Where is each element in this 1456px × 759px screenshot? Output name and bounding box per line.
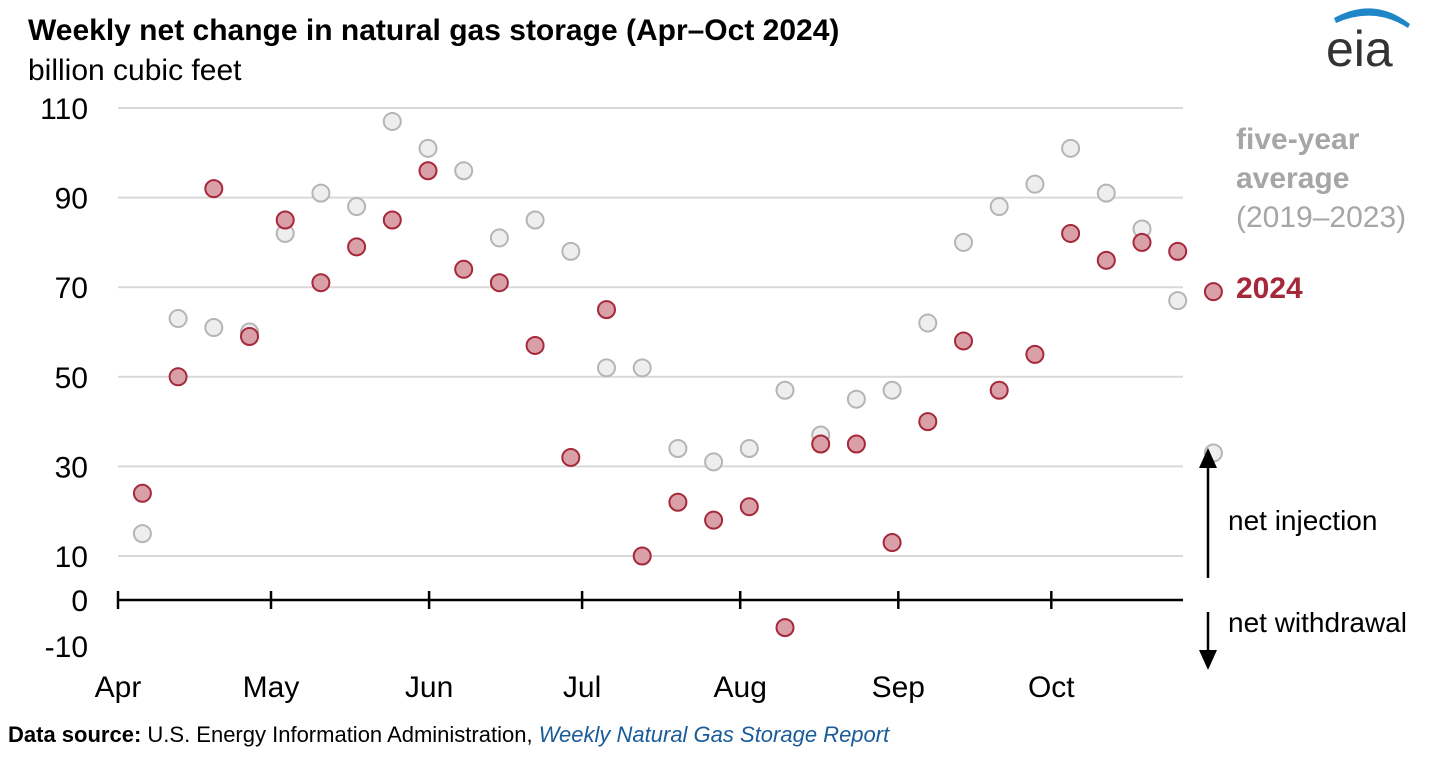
five-year-average-point: [954, 232, 973, 252]
five-year-average-point: [597, 358, 616, 378]
source-text: U.S. Energy Information Administration,: [141, 722, 539, 747]
point-2024: [275, 210, 295, 230]
five-year-average-point: [1168, 291, 1188, 311]
eia-logo-icon: eia: [1326, 8, 1410, 77]
net-injection-label: net injection: [1228, 505, 1378, 536]
five-year-average-point: [168, 309, 188, 329]
y-tick-label: -10: [45, 631, 88, 664]
five-year-average-point: [204, 318, 224, 338]
point-2024: [1096, 250, 1116, 270]
five-year-average-point: [1061, 138, 1081, 158]
five-year-average-point: [132, 524, 152, 544]
unit-label: billion cubic feet: [28, 54, 242, 87]
y-axis-ticks: 110 90 70 50 30 10 0 -10: [40, 93, 88, 664]
five-year-average-point: [846, 389, 866, 409]
y-tick-label: 110: [40, 93, 88, 126]
point-2024: [918, 412, 938, 432]
chart-title: Weekly net change in natural gas storage…: [28, 14, 840, 47]
data-source: Data source: U.S. Energy Information Adm…: [8, 722, 889, 748]
y-tick-label: 70: [55, 272, 88, 305]
point-2024: [632, 546, 652, 566]
eia-logo: eia: [1322, 4, 1422, 77]
five-year-average-point: [704, 452, 724, 472]
gridlines: [118, 107, 1183, 557]
five-year-average-point: [632, 358, 652, 378]
x-tick-label: Apr: [95, 671, 142, 704]
point-2024: [347, 237, 367, 257]
legend-2024: 2024: [1236, 272, 1303, 305]
point-2024: [418, 161, 438, 181]
five-year-average-point: [1025, 174, 1045, 194]
point-2024: [1025, 344, 1045, 364]
x-tick-label: Oct: [1028, 671, 1075, 704]
series-five-year-average: [132, 111, 1223, 544]
point-2024: [1132, 232, 1152, 252]
direction-arrows: [1199, 448, 1217, 670]
five-year-average-point: [418, 138, 438, 158]
y-tick-label: 10: [55, 541, 88, 574]
five-year-average-point: [347, 197, 367, 217]
point-2024: [846, 434, 866, 454]
source-label: Data source:: [8, 722, 142, 747]
source-report-link[interactable]: Weekly Natural Gas Storage Report: [538, 722, 890, 747]
x-tick-label: May: [243, 671, 300, 704]
legend-avg-line3: (2019–2023): [1236, 201, 1407, 234]
point-2024: [882, 533, 902, 553]
x-tick-label: Aug: [714, 671, 767, 704]
x-tick-label: Sep: [872, 671, 925, 704]
five-year-average-point: [454, 161, 474, 181]
point-2024: [454, 259, 474, 279]
point-2024: [525, 335, 545, 355]
five-year-average-point: [739, 438, 759, 458]
five-year-average-point: [382, 111, 402, 131]
five-year-average-point: [918, 313, 938, 333]
withdrawal-arrow-head: [1199, 650, 1217, 670]
point-2024: [311, 273, 331, 293]
legend-avg-line1: five-year: [1236, 123, 1360, 156]
x-tick-label: Jun: [405, 671, 453, 704]
x-axis: Apr May Jun Jul Aug Sep Oct: [95, 591, 1183, 704]
five-year-average-point: [311, 183, 331, 203]
five-year-average-point: [1096, 183, 1116, 203]
x-tick-label: Jul: [563, 671, 601, 704]
five-year-average-point: [668, 438, 688, 458]
point-2024: [1061, 223, 1081, 243]
point-2024: [132, 483, 152, 503]
point-2024: [382, 210, 402, 230]
point-2024: [1203, 282, 1223, 302]
point-2024: [739, 497, 759, 517]
point-2024: [954, 331, 973, 351]
point-2024: [204, 179, 224, 199]
point-2024: [668, 492, 688, 512]
point-2024: [240, 326, 259, 346]
point-2024: [775, 618, 795, 638]
point-2024: [704, 510, 724, 530]
five-year-average-point: [989, 197, 1009, 217]
point-2024: [489, 273, 509, 293]
five-year-average-point: [775, 380, 795, 400]
y-tick-label: 50: [55, 362, 88, 395]
point-2024: [1168, 241, 1188, 261]
five-year-average-point: [489, 228, 509, 248]
point-2024: [989, 380, 1009, 400]
y-tick-label: 90: [55, 183, 88, 216]
point-2024: [811, 434, 831, 454]
legend-avg-line2: average: [1236, 162, 1350, 195]
point-2024: [597, 300, 616, 320]
eia-logo-text: eia: [1326, 21, 1393, 74]
injection-arrow-head: [1199, 448, 1217, 468]
point-2024: [168, 367, 188, 387]
series-2024: [132, 161, 1223, 638]
point-2024: [561, 447, 581, 467]
legend-five-year-average: five-year average (2019–2023): [1236, 120, 1406, 237]
y-tick-label: 30: [55, 451, 88, 484]
five-year-average-point: [882, 380, 902, 400]
five-year-average-point: [525, 210, 545, 230]
net-withdrawal-label: net withdrawal: [1228, 607, 1407, 638]
five-year-average-point: [561, 241, 581, 261]
y-tick-label: 0: [71, 585, 88, 618]
